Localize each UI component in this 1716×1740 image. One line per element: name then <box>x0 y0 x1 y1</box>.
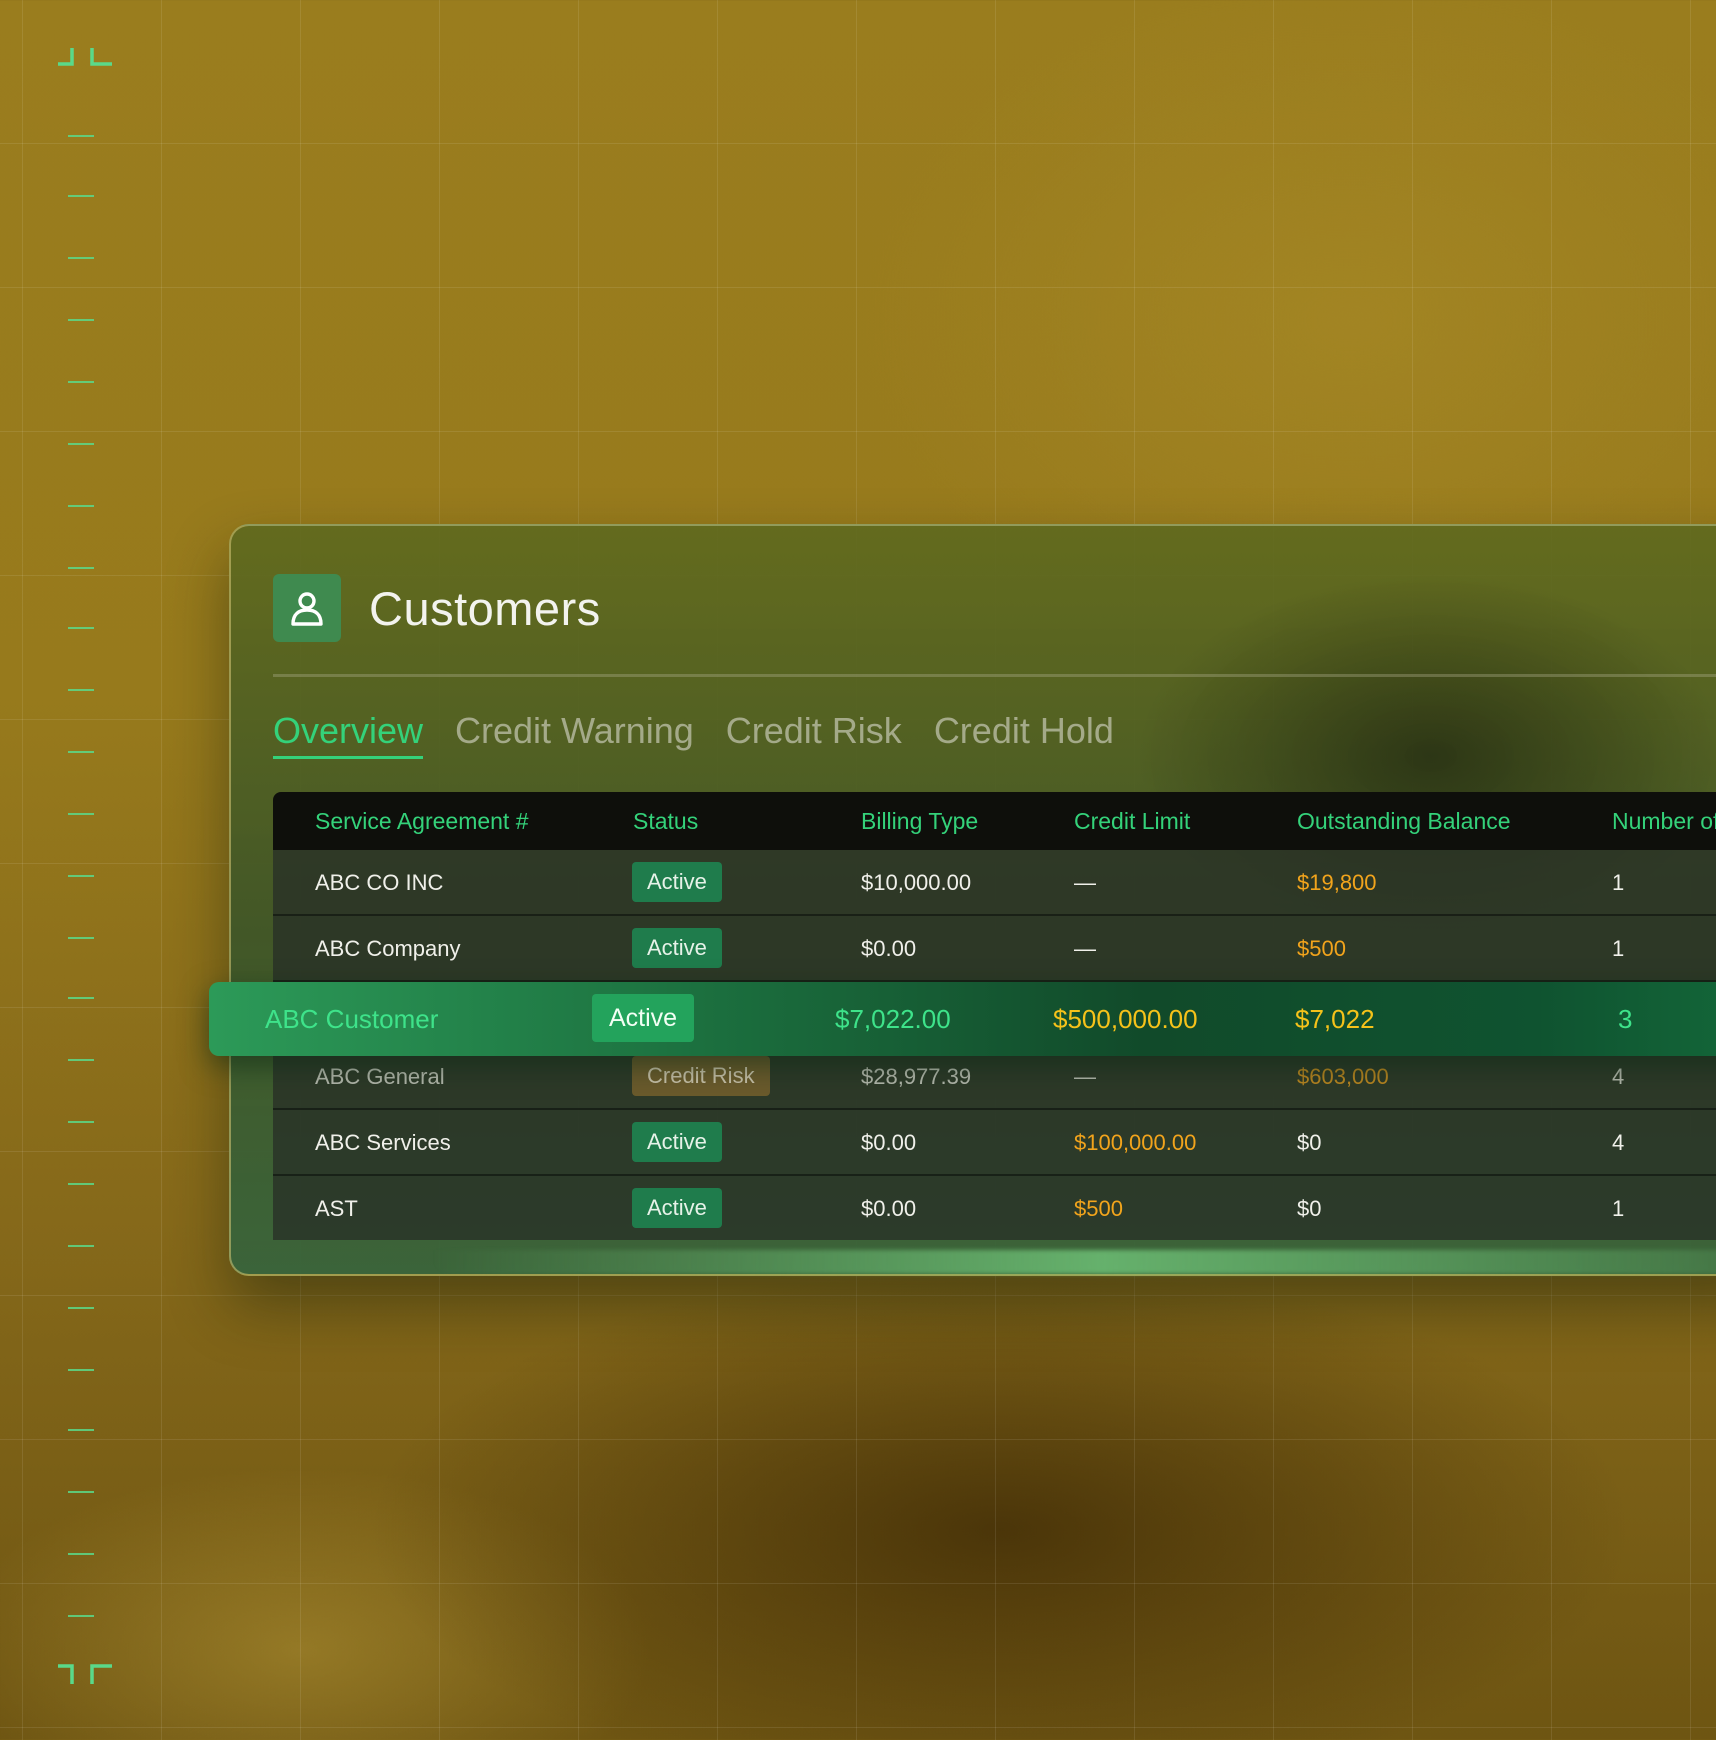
ruler-tick <box>68 1429 94 1431</box>
customer-name: ABC Services <box>315 1130 451 1155</box>
highlighted-row-slot: ABC Customer Active $7,022.00 $500,000.0… <box>209 982 1716 1056</box>
ruler-tick <box>68 1183 94 1185</box>
ruler-tick <box>68 257 94 259</box>
ruler-tick <box>68 443 94 445</box>
side-ruler <box>58 0 140 1740</box>
column-header-number[interactable]: Number of <box>1612 808 1716 834</box>
column-header-outstanding-balance[interactable]: Outstanding Balance <box>1297 808 1511 834</box>
customer-name: ABC General <box>315 1064 445 1089</box>
ruler-tick <box>68 937 94 939</box>
status-badge: Active <box>632 862 722 902</box>
ruler-tick <box>68 381 94 383</box>
billing-type: $10,000.00 <box>861 870 972 895</box>
ruler-tick <box>68 1059 94 1061</box>
ruler-tick <box>68 813 94 815</box>
credit-limit: $100,000.00 <box>1074 1130 1197 1155</box>
ruler-tick <box>68 1369 94 1371</box>
customer-name: ABC Customer <box>265 1004 439 1034</box>
user-icon <box>273 574 341 642</box>
ruler-tick <box>68 319 94 321</box>
credit-limit: — <box>1074 936 1096 961</box>
customer-name: AST <box>315 1196 358 1221</box>
customers-panel: Customers Overview Credit Warning Credit… <box>209 524 1716 1276</box>
status-badge: Active <box>592 994 695 1042</box>
billing-type: $0.00 <box>861 936 917 961</box>
number-value: 4 <box>1612 1130 1625 1155</box>
tab-credit-hold[interactable]: Credit Hold <box>933 710 1114 751</box>
customer-name: ABC Company <box>315 936 461 961</box>
billing-type: $7,022.00 <box>835 1004 951 1034</box>
credit-limit: $500,000.00 <box>1053 1004 1198 1034</box>
header-divider <box>273 674 1716 677</box>
billing-type: $0.00 <box>861 1130 917 1155</box>
tab-bar: Overview Credit Warning Credit Risk Cred… <box>273 710 1146 759</box>
ruler-tick <box>68 1553 94 1555</box>
column-header-status[interactable]: Status <box>633 808 699 834</box>
outstanding-balance: $19,800 <box>1297 870 1377 895</box>
ruler-tick <box>68 195 94 197</box>
number-value: 1 <box>1612 870 1625 895</box>
tab-credit-warning[interactable]: Credit Warning <box>455 710 694 751</box>
number-value: 1 <box>1612 1196 1625 1221</box>
ruler-tick <box>68 1615 94 1617</box>
customer-name: ABC CO INC <box>315 870 444 895</box>
corner-marker-top <box>56 46 114 70</box>
ruler-tick <box>68 689 94 691</box>
tab-overview[interactable]: Overview <box>273 710 424 759</box>
panel-header: Customers <box>273 574 601 642</box>
outstanding-balance: $603,000 <box>1297 1064 1389 1089</box>
ruler-tick <box>68 751 94 753</box>
column-header-billing-type[interactable]: Billing Type <box>861 808 979 834</box>
column-header-service-agreement[interactable]: Service Agreement # <box>315 808 529 834</box>
ruler-tick <box>68 627 94 629</box>
panel-bottom-glow <box>431 1250 1716 1274</box>
number-value: 4 <box>1612 1064 1625 1089</box>
table-header: Service Agreement # Status Billing Type … <box>273 792 1716 850</box>
ruler-tick <box>68 1245 94 1247</box>
credit-limit: — <box>1074 1064 1096 1089</box>
tab-credit-risk[interactable]: Credit Risk <box>725 710 902 751</box>
ruler-tick <box>68 997 94 999</box>
outstanding-balance: $0 <box>1297 1196 1322 1221</box>
status-badge: Credit Risk <box>632 1056 770 1096</box>
ruler-tick <box>68 1491 94 1493</box>
customers-table: Service Agreement # Status Billing Type … <box>209 792 1716 1240</box>
table-row[interactable]: AST Active $0.00 $500 $0 1 <box>273 1176 1716 1240</box>
table-row[interactable]: ABC CO INC Active $10,000.00 — $19,800 1 <box>273 850 1716 916</box>
ruler-tick <box>68 875 94 877</box>
table-row[interactable]: ABC Company Active $0.00 — $500 1 <box>273 916 1716 982</box>
table-row-selected[interactable]: ABC Customer Active $7,022.00 $500,000.0… <box>209 982 1716 1056</box>
billing-type: $0.00 <box>861 1196 917 1221</box>
table-row[interactable]: ABC Services Active $0.00 $100,000.00 $0… <box>273 1110 1716 1176</box>
outstanding-balance: $500 <box>1297 936 1346 961</box>
ruler-tick <box>68 1121 94 1123</box>
outstanding-balance: $7,022 <box>1295 1004 1375 1034</box>
status-badge: Active <box>632 928 722 968</box>
page-title: Customers <box>369 581 601 635</box>
corner-marker-bottom <box>56 1662 114 1686</box>
credit-limit: — <box>1074 870 1096 895</box>
number-value: 1 <box>1612 936 1625 961</box>
column-header-credit-limit[interactable]: Credit Limit <box>1074 808 1191 834</box>
ruler-tick <box>68 1307 94 1309</box>
billing-type: $28,977.39 <box>861 1064 972 1089</box>
ruler-tick <box>68 135 94 137</box>
status-badge: Active <box>632 1188 722 1228</box>
ruler-tick <box>68 505 94 507</box>
ruler-tick <box>68 567 94 569</box>
outstanding-balance: $0 <box>1297 1130 1322 1155</box>
number-value: 3 <box>1618 1004 1633 1034</box>
credit-limit: $500 <box>1074 1196 1123 1221</box>
status-badge: Active <box>632 1122 722 1162</box>
